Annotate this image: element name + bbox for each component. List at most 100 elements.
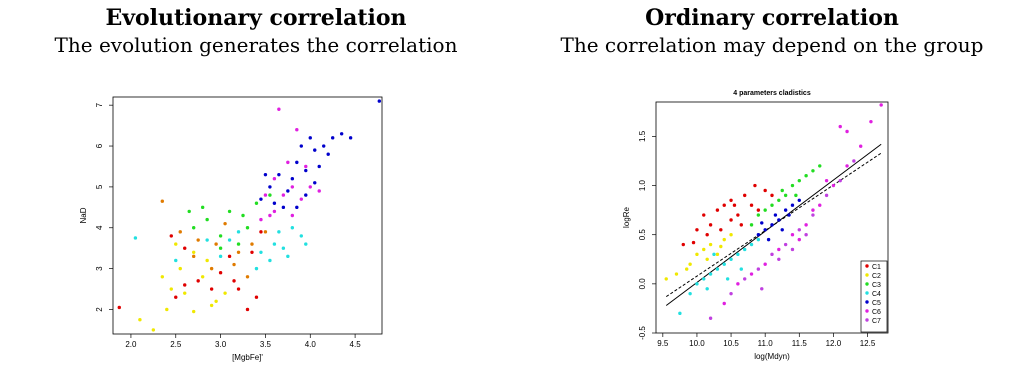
data-point bbox=[218, 254, 223, 259]
data-point bbox=[869, 119, 873, 124]
data-point bbox=[715, 208, 720, 212]
data-point bbox=[183, 291, 187, 295]
data-point bbox=[236, 230, 241, 234]
data-point bbox=[236, 287, 241, 291]
legend-label: C2 bbox=[872, 273, 881, 280]
data-point bbox=[790, 203, 795, 207]
data-point bbox=[732, 203, 737, 207]
legend-marker bbox=[865, 291, 869, 295]
data-point bbox=[729, 218, 733, 222]
data-point bbox=[286, 254, 290, 259]
data-point bbox=[200, 205, 205, 210]
data-point bbox=[317, 164, 321, 169]
data-point bbox=[290, 177, 295, 181]
data-point bbox=[797, 178, 801, 183]
data-point bbox=[688, 262, 692, 266]
data-point bbox=[330, 136, 335, 140]
data-point bbox=[695, 252, 699, 257]
data-point bbox=[250, 250, 254, 254]
data-point bbox=[824, 193, 829, 198]
left-panel-title: Evolutionary correlation The evolution g… bbox=[6, 4, 506, 58]
data-point bbox=[277, 107, 281, 111]
y-tick-label: 5 bbox=[95, 184, 104, 189]
data-point bbox=[804, 233, 808, 237]
x-tick-label: 10.0 bbox=[689, 339, 705, 348]
data-point bbox=[263, 193, 268, 197]
data-point bbox=[763, 228, 767, 232]
data-point bbox=[223, 291, 227, 295]
data-point bbox=[790, 247, 795, 252]
data-point bbox=[770, 203, 774, 207]
data-point bbox=[756, 237, 761, 242]
x-tick-label: 12.0 bbox=[826, 339, 842, 348]
data-point bbox=[773, 213, 778, 217]
data-point bbox=[756, 213, 761, 217]
data-point bbox=[777, 247, 781, 252]
data-point bbox=[263, 172, 268, 177]
data-point bbox=[695, 282, 699, 286]
legend-marker bbox=[865, 273, 869, 277]
data-point bbox=[756, 267, 761, 271]
data-point bbox=[739, 267, 743, 271]
legend-label: C5 bbox=[872, 300, 881, 307]
data-point bbox=[664, 277, 668, 281]
data-point bbox=[192, 226, 196, 230]
data-point bbox=[205, 238, 209, 242]
data-point bbox=[236, 242, 241, 246]
data-point bbox=[852, 159, 856, 163]
data-point bbox=[308, 185, 312, 189]
data-point bbox=[196, 238, 200, 242]
data-point bbox=[227, 209, 232, 214]
data-point bbox=[797, 228, 801, 232]
data-point bbox=[313, 181, 317, 185]
data-point bbox=[770, 193, 774, 198]
data-point bbox=[196, 279, 200, 283]
data-point bbox=[259, 230, 263, 234]
data-point bbox=[227, 254, 232, 259]
data-point bbox=[695, 228, 699, 232]
data-point bbox=[169, 287, 173, 291]
legend-marker bbox=[865, 309, 869, 313]
x-tick-label: 3.5 bbox=[260, 340, 272, 349]
plot-frame bbox=[112, 96, 383, 335]
data-point bbox=[702, 247, 706, 252]
data-point bbox=[729, 291, 733, 296]
data-point bbox=[299, 234, 303, 238]
data-point bbox=[722, 301, 726, 306]
data-point bbox=[223, 221, 227, 226]
left-subheading: The evolution generates the correlation bbox=[54, 33, 458, 57]
data-point bbox=[187, 209, 191, 214]
data-point bbox=[712, 252, 716, 257]
data-point bbox=[254, 295, 259, 299]
data-point bbox=[715, 267, 720, 271]
data-point bbox=[272, 242, 277, 246]
data-point bbox=[205, 258, 209, 263]
data-point bbox=[299, 144, 303, 148]
x-tick-label: 4.5 bbox=[350, 340, 362, 349]
data-point bbox=[281, 246, 286, 250]
data-point bbox=[722, 237, 726, 242]
data-point bbox=[245, 226, 250, 230]
data-point bbox=[811, 169, 815, 173]
data-point bbox=[685, 267, 689, 271]
data-point bbox=[708, 272, 713, 276]
data-point bbox=[214, 299, 218, 304]
x-tick-label: 2.0 bbox=[125, 340, 137, 349]
data-point bbox=[117, 305, 121, 310]
y-tick-label: 0.0 bbox=[638, 278, 647, 290]
data-point bbox=[299, 197, 303, 201]
data-point bbox=[705, 287, 709, 291]
data-point bbox=[178, 266, 182, 271]
data-point bbox=[777, 257, 781, 261]
legend-label: C1 bbox=[872, 264, 881, 271]
data-point bbox=[770, 252, 774, 257]
data-point bbox=[797, 237, 801, 242]
data-point bbox=[743, 247, 747, 252]
data-point bbox=[304, 164, 308, 169]
data-point bbox=[209, 287, 214, 291]
x-tick-label: 11.0 bbox=[758, 339, 774, 348]
data-point bbox=[783, 208, 788, 212]
y-tick-label: 3 bbox=[95, 266, 104, 271]
data-point bbox=[272, 177, 277, 181]
data-point bbox=[377, 99, 382, 103]
